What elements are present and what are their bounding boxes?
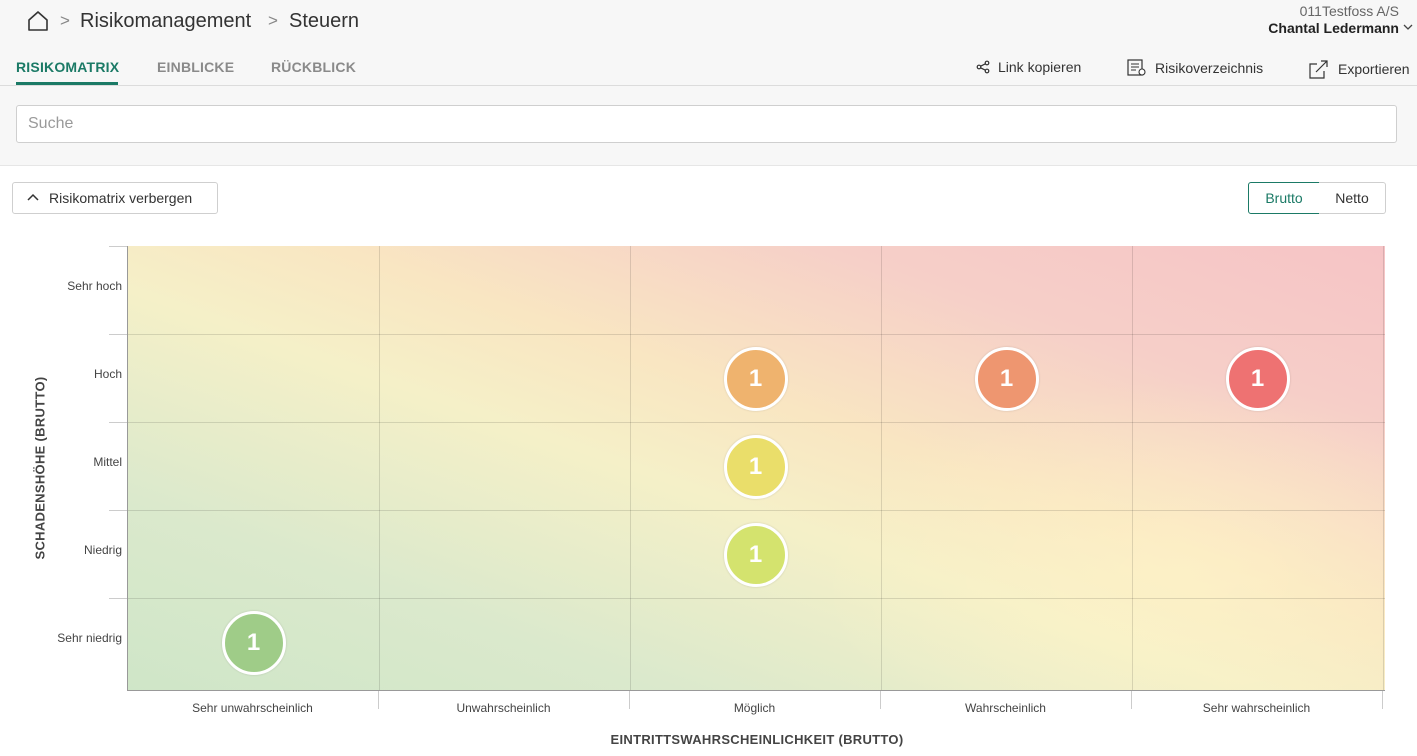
tab-bar: RISIKOMATRIX EINBLICKE RÜCKBLICK Link ko… [0, 47, 1417, 86]
y-tick [109, 422, 127, 423]
x-tick [1382, 691, 1383, 709]
risk-bubble[interactable]: 1 [723, 523, 788, 587]
brutto-toggle[interactable]: Brutto [1248, 182, 1320, 214]
breadcrumb-current-page: Steuern [289, 10, 360, 32]
y-axis-title: SCHADENSHÖHE (BRUTTO) [32, 376, 48, 560]
x-label-very-unlikely: Sehr unwahrscheinlich [192, 701, 313, 715]
risk-bubble[interactable]: 1 [221, 611, 286, 675]
tab-risk-matrix[interactable]: RISIKOMATRIX [16, 59, 120, 75]
y-tick [109, 334, 127, 335]
tab-review[interactable]: RÜCKBLICK [271, 59, 357, 75]
grid-line [1132, 246, 1133, 690]
grid-line [1383, 246, 1384, 690]
netto-toggle[interactable]: Netto [1319, 182, 1386, 214]
y-tick [109, 510, 127, 511]
search-area [0, 86, 1417, 166]
risk-bubble[interactable]: 1 [723, 435, 788, 499]
user-name[interactable]: Chantal Ledermann [1268, 20, 1399, 36]
breadcrumb-risk-management[interactable]: Risikomanagement [80, 10, 252, 32]
top-bar: > Risikomanagement > Steuern 011Testfoss… [0, 0, 1417, 47]
chevron-right-icon: > [268, 11, 278, 30]
x-tick [1131, 691, 1132, 709]
export-label: Exportieren [1338, 61, 1410, 77]
risk-register-button[interactable]: Risikoverzeichnis [1127, 59, 1263, 77]
tenant-name: 011Testfoss A/S [1299, 3, 1399, 19]
export-icon [1309, 60, 1328, 79]
x-tick [880, 691, 881, 709]
copy-link-label: Link kopieren [998, 59, 1082, 75]
y-tick [109, 598, 127, 599]
hide-matrix-button[interactable]: Risikomatrix verbergen [12, 182, 218, 214]
search-input[interactable] [16, 105, 1397, 143]
risk-bubble[interactable]: 1 [974, 347, 1039, 411]
y-label-very-high: Sehr hoch [67, 279, 122, 293]
chevron-right-icon: > [60, 11, 70, 30]
risk-bubble[interactable]: 1 [723, 347, 788, 411]
y-label-high: Hoch [93, 367, 122, 381]
risk-bubble[interactable]: 1 [1225, 347, 1290, 411]
x-label-unlikely: Unwahrscheinlich [456, 701, 551, 715]
risk-register-label: Risikoverzeichnis [1155, 60, 1264, 76]
chevron-up-icon [27, 193, 39, 201]
grid-line [379, 246, 380, 690]
grid-line [128, 510, 1385, 511]
export-button[interactable]: Exportieren [1308, 59, 1410, 79]
x-label-likely: Wahrscheinlich [965, 701, 1046, 715]
share-icon [976, 60, 990, 74]
x-label-very-likely: Sehr wahrscheinlich [1202, 701, 1311, 715]
grid-line [128, 334, 1385, 335]
copy-link-button[interactable]: Link kopieren [976, 59, 1081, 75]
tab-insights[interactable]: EINBLICKE [157, 59, 235, 75]
risk-matrix-grid [127, 246, 1385, 691]
grid-line [881, 246, 882, 690]
x-label-possible: Möglich [733, 701, 776, 715]
home-icon[interactable] [26, 9, 50, 33]
y-label-medium: Mittel [93, 455, 122, 469]
grid-line [630, 246, 631, 690]
x-tick [629, 691, 630, 709]
hide-matrix-label: Risikomatrix verbergen [49, 190, 193, 206]
chevron-down-icon[interactable] [1403, 22, 1413, 32]
y-tick [109, 246, 127, 247]
grid-line [128, 422, 1385, 423]
y-label-very-low: Sehr niedrig [57, 631, 122, 645]
x-axis-title: EINTRITTSWAHRSCHEINLICHKEIT (BRUTTO) [610, 732, 904, 747]
grid-line [128, 598, 1385, 599]
x-tick [378, 691, 379, 709]
active-tab-indicator [16, 82, 118, 85]
document-icon [1127, 59, 1146, 76]
y-label-low: Niedrig [83, 543, 122, 557]
